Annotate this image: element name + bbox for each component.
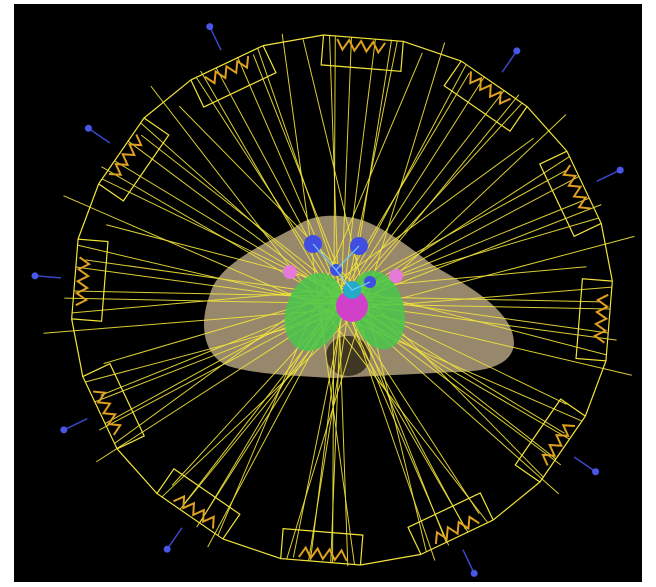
right-lung xyxy=(284,272,344,352)
gantry-segment xyxy=(443,60,528,133)
gantry-link xyxy=(600,223,613,282)
collimator-zigzag xyxy=(298,545,348,562)
collimator-zigzag xyxy=(204,55,250,85)
source-stem xyxy=(209,26,222,51)
gantry-link xyxy=(116,448,158,494)
collimator-zigzag xyxy=(592,293,610,344)
gantry-segment xyxy=(538,150,603,238)
source-marker xyxy=(163,545,171,553)
source-stem xyxy=(87,127,111,144)
gantry-segment xyxy=(98,117,170,202)
source-stem xyxy=(573,456,597,473)
source-stem xyxy=(166,527,183,550)
collimator-zigzag xyxy=(336,38,386,55)
collimator-zigzag xyxy=(561,164,591,210)
source-marker xyxy=(60,426,68,434)
gantry-link xyxy=(71,318,84,377)
beam-source-markers xyxy=(31,23,624,577)
source-marker xyxy=(513,47,521,55)
gantry-outline xyxy=(71,34,613,566)
node-links xyxy=(312,243,371,291)
collimator-zigzag xyxy=(74,256,92,307)
pink-structure-left xyxy=(283,265,297,279)
gantry-segment xyxy=(514,398,586,483)
gantry-segment xyxy=(156,467,241,540)
gantry-segment xyxy=(575,278,613,362)
source-marker xyxy=(616,166,624,174)
collimator-zigzag xyxy=(173,494,215,529)
left-lung xyxy=(350,270,406,350)
gantry-link xyxy=(360,553,421,566)
collimator-blocks xyxy=(74,38,610,562)
gantry-link xyxy=(222,538,281,560)
spinal-cord xyxy=(336,290,368,322)
collimator-zigzag xyxy=(93,390,123,436)
source-marker xyxy=(84,124,92,132)
gantry-segment xyxy=(407,492,494,556)
source-stem xyxy=(63,418,88,431)
gantry-link xyxy=(263,34,324,47)
collimator-zigzag xyxy=(109,134,143,176)
render-viewport xyxy=(14,4,642,582)
gantry-segment xyxy=(320,34,404,72)
gantry-link xyxy=(143,79,192,119)
collimator-zigzag xyxy=(434,515,480,545)
source-stem xyxy=(596,169,621,182)
source-marker xyxy=(592,468,600,476)
gantry-link xyxy=(584,360,607,417)
pink-structure-right xyxy=(389,269,403,283)
gantry-segment xyxy=(190,44,277,108)
gantry-link xyxy=(77,183,100,240)
gantry-link xyxy=(403,40,462,62)
organs xyxy=(283,235,406,352)
source-marker xyxy=(31,272,39,280)
source-marker xyxy=(206,23,214,31)
gantry-segment xyxy=(81,362,146,450)
collimator-zigzag xyxy=(541,424,575,466)
source-stem xyxy=(462,549,475,574)
gantry-segment xyxy=(71,238,109,322)
gantry-link xyxy=(492,481,541,521)
collimator-zigzag xyxy=(469,71,511,106)
gantry-segment xyxy=(280,528,364,566)
source-stem xyxy=(34,275,61,279)
beam-arrangement-scene xyxy=(31,23,635,577)
gantry-link xyxy=(526,106,568,152)
source-marker xyxy=(470,569,478,577)
source-stem xyxy=(501,50,518,73)
